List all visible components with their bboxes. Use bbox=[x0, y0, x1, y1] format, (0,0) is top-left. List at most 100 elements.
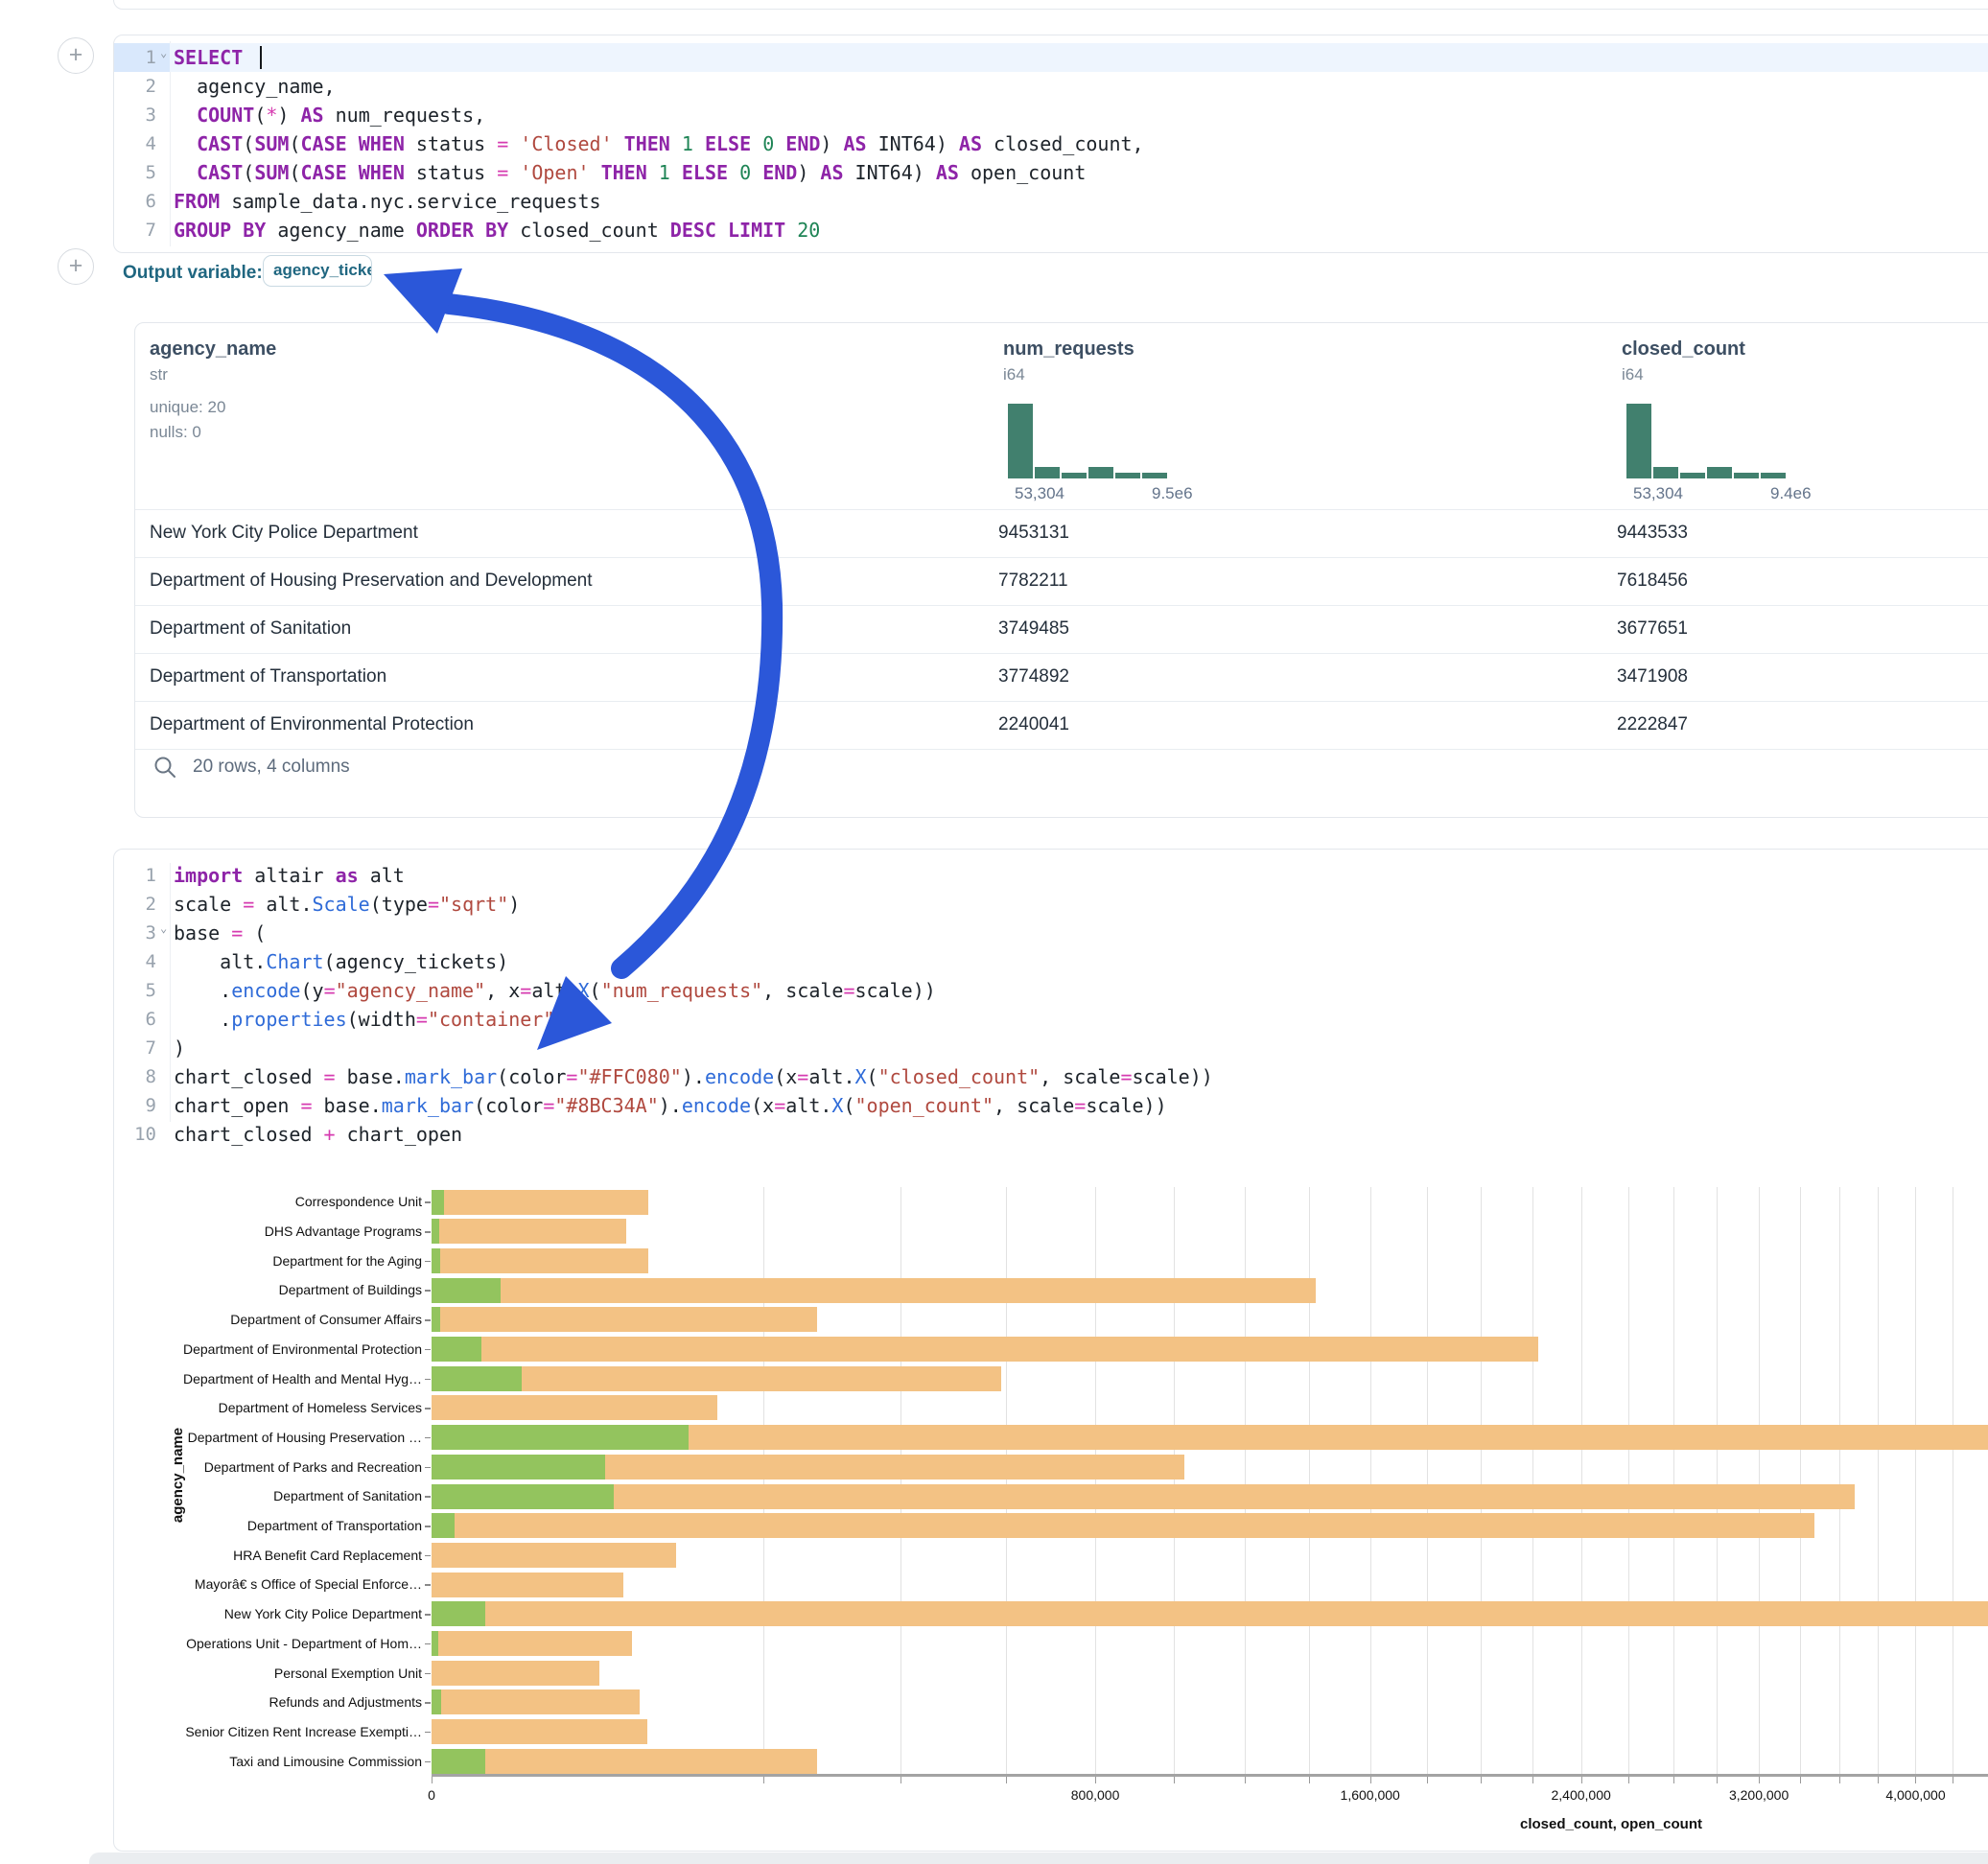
code-token: status bbox=[405, 132, 497, 155]
code-line[interactable]: 2scale = alt.Scale(type="sqrt") bbox=[114, 890, 1988, 919]
code-token: scale)) bbox=[1133, 1065, 1213, 1088]
add-cell-button-middle[interactable]: + bbox=[58, 248, 94, 285]
line-number: 5 bbox=[114, 976, 156, 1005]
python-code-editor[interactable]: 1import altair as alt2scale = alt.Scale(… bbox=[114, 861, 1988, 1149]
closed-count-bar bbox=[432, 1631, 632, 1656]
closed-count-bar bbox=[432, 1219, 626, 1244]
code-token: 20 bbox=[797, 219, 820, 242]
category-tick bbox=[425, 1290, 431, 1292]
code-token: COUNT bbox=[197, 104, 254, 127]
open-count-bar bbox=[432, 1307, 440, 1332]
category-label: Personal Exemption Unit bbox=[134, 1666, 422, 1681]
category-tick bbox=[425, 1201, 431, 1203]
category-tick bbox=[425, 1437, 431, 1439]
add-cell-button-top[interactable]: + bbox=[58, 37, 94, 74]
closed-count-bar bbox=[432, 1190, 648, 1215]
code-line[interactable]: 4 CAST(SUM(CASE WHEN status = 'Closed' T… bbox=[114, 129, 1988, 158]
code-token bbox=[716, 219, 728, 242]
category-tick bbox=[425, 1379, 431, 1381]
code-text: CAST(SUM(CASE WHEN status = 'Open' THEN … bbox=[174, 158, 1086, 187]
code-line[interactable]: 5 CAST(SUM(CASE WHEN status = 'Open' THE… bbox=[114, 158, 1988, 187]
code-token: sample_data.nyc.service_requests bbox=[220, 190, 600, 213]
code-token: chart_closed bbox=[174, 1065, 324, 1088]
histogram-bar bbox=[1653, 467, 1678, 478]
x-axis-tick bbox=[432, 1777, 433, 1783]
code-line[interactable]: 6 FROM sample_data.nyc.service_requests bbox=[114, 187, 1988, 216]
line-number: 2 bbox=[114, 72, 156, 101]
code-line[interactable]: 10chart_closed + chart_open bbox=[114, 1120, 1988, 1149]
code-token: * bbox=[266, 104, 277, 127]
code-token: (agency_tickets) bbox=[324, 950, 509, 973]
code-token: "#FFC080" bbox=[577, 1065, 681, 1088]
open-count-bar bbox=[432, 1455, 605, 1480]
code-token: (color bbox=[497, 1065, 566, 1088]
code-line[interactable]: 2 agency_name, bbox=[114, 72, 1988, 101]
code-line[interactable]: 7GROUP BY agency_name ORDER BY closed_co… bbox=[114, 216, 1988, 245]
altair-bar-chart: agency_name Correspondence UnitDHS Advan… bbox=[134, 1179, 1988, 1851]
table-cell: 2222847 bbox=[1617, 714, 1688, 735]
code-line[interactable]: 5 .encode(y="agency_name", x=alt.X("num_… bbox=[114, 976, 1988, 1005]
table-cell: 3677651 bbox=[1617, 618, 1688, 640]
code-token: SUM bbox=[254, 132, 289, 155]
line-number: 3 bbox=[114, 101, 156, 129]
code-token: = bbox=[416, 1008, 428, 1031]
table-header: agency_namestrunique: 20nulls: 0num_requ… bbox=[135, 323, 1988, 509]
code-token: = bbox=[843, 979, 854, 1002]
table-cell: 9453131 bbox=[998, 523, 1069, 544]
code-token: 0 bbox=[762, 132, 774, 155]
histogram-min-label: 53,304 bbox=[1633, 484, 1683, 503]
collapse-chevron-icon[interactable]: ⌄ bbox=[160, 921, 167, 935]
code-token: status bbox=[405, 161, 497, 184]
code-line[interactable]: 7) bbox=[114, 1034, 1988, 1062]
code-token: = bbox=[324, 1065, 336, 1088]
closed-count-bar bbox=[432, 1395, 717, 1420]
x-axis-tick bbox=[1915, 1777, 1916, 1783]
code-token: alt bbox=[359, 864, 405, 887]
code-line[interactable]: 1import altair as alt bbox=[114, 861, 1988, 890]
column-type: i64 bbox=[1622, 365, 1644, 384]
code-line[interactable]: 3⌄base = ( bbox=[114, 919, 1988, 947]
chart-plot-area bbox=[432, 1187, 1988, 1776]
grid-line bbox=[1481, 1187, 1482, 1776]
code-token bbox=[647, 161, 659, 184]
output-variable-pill[interactable]: agency_tickets bbox=[263, 255, 372, 287]
code-token: chart_open bbox=[336, 1123, 462, 1146]
code-token: ( bbox=[243, 132, 254, 155]
code-text: CAST(SUM(CASE WHEN status = 'Closed' THE… bbox=[174, 129, 1144, 158]
category-tick bbox=[425, 1467, 431, 1469]
code-token: = bbox=[243, 893, 254, 916]
search-icon[interactable] bbox=[152, 755, 177, 780]
code-token: = bbox=[497, 161, 508, 184]
table-cell: 7618456 bbox=[1617, 571, 1688, 592]
code-line[interactable]: 4 alt.Chart(agency_tickets) bbox=[114, 947, 1988, 976]
code-line[interactable]: 1⌄SELECT bbox=[114, 43, 1988, 72]
sql-code-editor[interactable]: 1⌄SELECT 2 agency_name,3 COUNT(*) AS num… bbox=[114, 43, 1988, 245]
code-line[interactable]: 9chart_open = base.mark_bar(color="#8BC3… bbox=[114, 1091, 1988, 1120]
code-token: (width bbox=[347, 1008, 416, 1031]
code-token: closed_count, bbox=[982, 132, 1144, 155]
histogram-bar bbox=[1088, 467, 1113, 478]
code-text: alt.Chart(agency_tickets) bbox=[174, 947, 508, 976]
table-cell: 9443533 bbox=[1617, 523, 1688, 544]
sql-cell[interactable]: 1⌄SELECT 2 agency_name,3 COUNT(*) AS num… bbox=[113, 35, 1988, 253]
grid-line bbox=[1006, 1187, 1007, 1776]
closed-count-bar bbox=[432, 1307, 817, 1332]
column-stat: unique: 20 bbox=[150, 398, 225, 417]
category-label: Department of Consumer Affairs bbox=[134, 1312, 422, 1327]
category-tick bbox=[425, 1231, 431, 1233]
code-token: import bbox=[174, 864, 243, 887]
code-token: encode bbox=[231, 979, 300, 1002]
closed-count-bar bbox=[432, 1278, 1316, 1303]
collapse-chevron-icon[interactable]: ⌄ bbox=[160, 46, 167, 59]
code-line[interactable]: 6 .properties(width="container") bbox=[114, 1005, 1988, 1034]
code-line[interactable]: 8chart_closed = base.mark_bar(color="#FF… bbox=[114, 1062, 1988, 1091]
category-label: DHS Advantage Programs bbox=[134, 1223, 422, 1239]
line-number: 6 bbox=[114, 187, 156, 216]
code-text: chart_closed = base.mark_bar(color="#FFC… bbox=[174, 1062, 1213, 1091]
code-text: FROM sample_data.nyc.service_requests bbox=[174, 187, 601, 216]
code-token: INT64) bbox=[867, 132, 959, 155]
code-token bbox=[243, 46, 254, 69]
code-token: = bbox=[1120, 1065, 1132, 1088]
code-token: 0 bbox=[739, 161, 751, 184]
code-line[interactable]: 3 COUNT(*) AS num_requests, bbox=[114, 101, 1988, 129]
